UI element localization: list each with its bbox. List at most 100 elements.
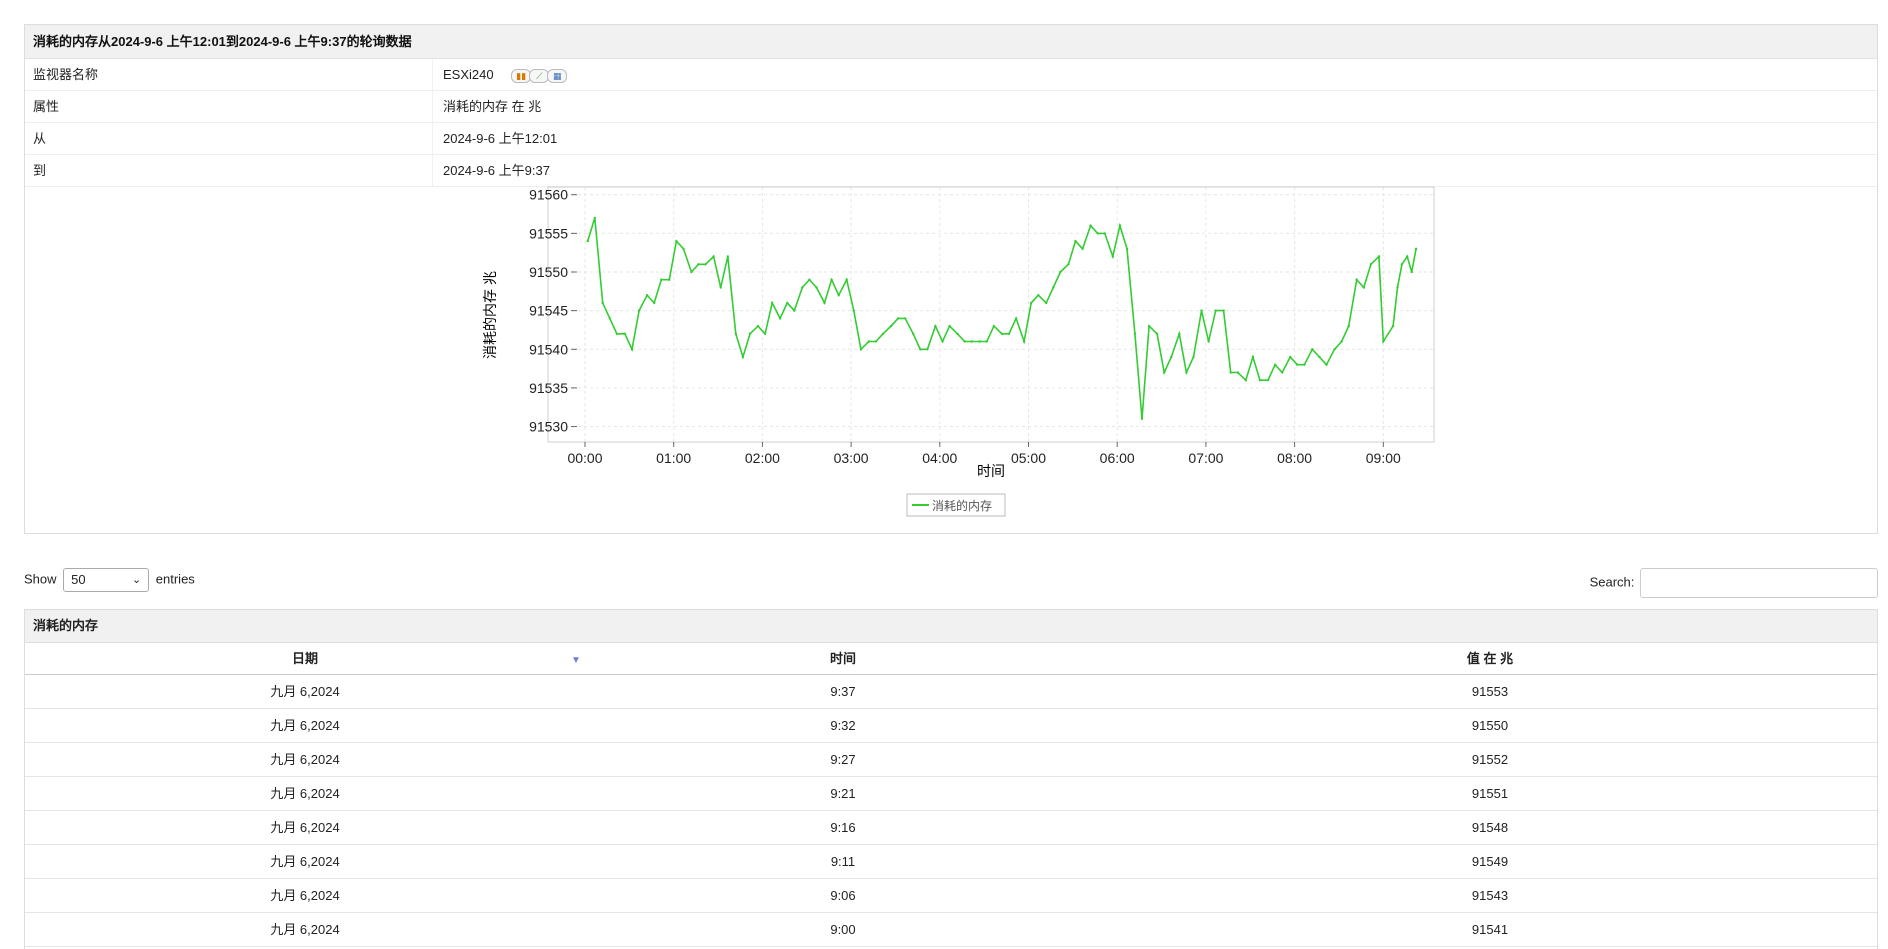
data-point[interactable] — [1410, 270, 1413, 274]
data-point[interactable] — [586, 239, 589, 243]
data-point[interactable] — [1192, 355, 1195, 359]
data-point[interactable] — [615, 332, 619, 335]
data-point[interactable] — [726, 255, 729, 258]
data-point[interactable] — [1377, 255, 1381, 258]
data-point[interactable] — [889, 324, 893, 328]
data-point[interactable] — [1111, 255, 1115, 258]
data-point[interactable] — [852, 309, 855, 312]
monitor-name-value[interactable]: ESXi240 — [443, 67, 494, 82]
data-point[interactable] — [1147, 324, 1151, 328]
data-point[interactable] — [1059, 270, 1062, 274]
data-point[interactable] — [963, 340, 966, 343]
data-point[interactable] — [985, 340, 988, 343]
data-point[interactable] — [912, 332, 915, 335]
data-point[interactable] — [793, 309, 796, 312]
data-point[interactable] — [653, 301, 656, 305]
data-point[interactable] — [704, 263, 707, 266]
table-icon[interactable]: ▦ — [547, 69, 568, 84]
data-point[interactable] — [1014, 317, 1018, 320]
data-point[interactable] — [1200, 309, 1203, 312]
data-point[interactable] — [668, 278, 671, 281]
data-point[interactable] — [867, 340, 870, 343]
data-point[interactable] — [748, 332, 752, 335]
data-point[interactable] — [1170, 355, 1173, 359]
data-point[interactable] — [948, 324, 951, 328]
data-point[interactable] — [1362, 286, 1366, 289]
data-point[interactable] — [1347, 324, 1350, 328]
data-point[interactable] — [690, 270, 693, 274]
data-point[interactable] — [601, 301, 604, 305]
data-point[interactable] — [919, 348, 922, 351]
data-point[interactable] — [1052, 286, 1055, 289]
data-point[interactable] — [1030, 301, 1033, 305]
data-point[interactable] — [1396, 286, 1399, 289]
data-point[interactable] — [1382, 340, 1385, 343]
header-date[interactable]: 日期 — [291, 651, 318, 666]
data-point[interactable] — [1355, 278, 1358, 281]
data-point[interactable] — [1303, 363, 1306, 366]
data-point[interactable] — [1406, 255, 1409, 258]
data-point[interactable] — [881, 332, 885, 335]
data-point[interactable] — [992, 324, 996, 328]
data-point[interactable] — [1045, 301, 1048, 305]
data-point[interactable] — [1214, 309, 1217, 312]
data-point[interactable] — [712, 255, 715, 258]
data-point[interactable] — [1236, 371, 1240, 374]
search-input[interactable] — [1640, 568, 1878, 598]
data-point[interactable] — [1311, 348, 1314, 351]
data-point[interactable] — [637, 309, 641, 312]
data-point[interactable] — [1289, 355, 1292, 359]
data-point[interactable] — [1400, 263, 1404, 266]
data-point[interactable] — [1022, 340, 1026, 343]
data-point[interactable] — [1333, 348, 1336, 351]
data-point[interactable] — [1266, 379, 1270, 382]
data-point[interactable] — [1103, 232, 1107, 235]
data-point[interactable] — [801, 286, 804, 289]
data-point[interactable] — [645, 294, 649, 297]
data-point[interactable] — [808, 278, 811, 281]
data-point[interactable] — [1229, 371, 1232, 374]
data-point[interactable] — [1067, 263, 1070, 266]
data-point[interactable] — [697, 263, 700, 266]
data-point[interactable] — [1296, 363, 1299, 366]
data-point[interactable] — [837, 294, 840, 297]
data-point[interactable] — [1081, 247, 1084, 250]
data-point[interactable] — [815, 286, 818, 289]
data-point[interactable] — [786, 301, 789, 305]
data-point[interactable] — [896, 317, 900, 320]
data-point[interactable] — [734, 332, 737, 335]
legend[interactable]: 消耗的内存 — [906, 493, 1006, 517]
data-point[interactable] — [593, 216, 596, 220]
data-point[interactable] — [1118, 224, 1122, 227]
data-point[interactable] — [608, 317, 611, 320]
data-point[interactable] — [1163, 371, 1166, 374]
data-point[interactable] — [874, 340, 878, 343]
data-point[interactable] — [771, 301, 774, 305]
data-point[interactable] — [1007, 332, 1011, 335]
data-point[interactable] — [941, 340, 944, 343]
data-point[interactable] — [970, 340, 973, 343]
data-point[interactable] — [1325, 363, 1328, 366]
data-point[interactable] — [1074, 239, 1077, 243]
data-point[interactable] — [1125, 247, 1129, 250]
data-point[interactable] — [1414, 247, 1418, 250]
data-point[interactable] — [1037, 294, 1040, 297]
data-point[interactable] — [1391, 324, 1395, 328]
data-point[interactable] — [978, 340, 981, 343]
data-point[interactable] — [1140, 417, 1144, 420]
data-point[interactable] — [630, 348, 634, 351]
data-point[interactable] — [1222, 309, 1225, 312]
data-point[interactable] — [1089, 224, 1092, 227]
data-point[interactable] — [675, 239, 678, 243]
data-point[interactable] — [778, 317, 782, 320]
entries-select[interactable]: 50 ⌄ — [63, 568, 150, 592]
data-point[interactable] — [956, 332, 959, 335]
data-point[interactable] — [763, 332, 767, 335]
data-point[interactable] — [1369, 263, 1373, 266]
data-point[interactable] — [756, 324, 760, 328]
data-point[interactable] — [823, 301, 826, 305]
data-point[interactable] — [1244, 379, 1248, 382]
line-chart-icon[interactable]: ⟋ — [529, 69, 550, 84]
data-point[interactable] — [682, 247, 685, 250]
data-point[interactable] — [1096, 232, 1099, 235]
